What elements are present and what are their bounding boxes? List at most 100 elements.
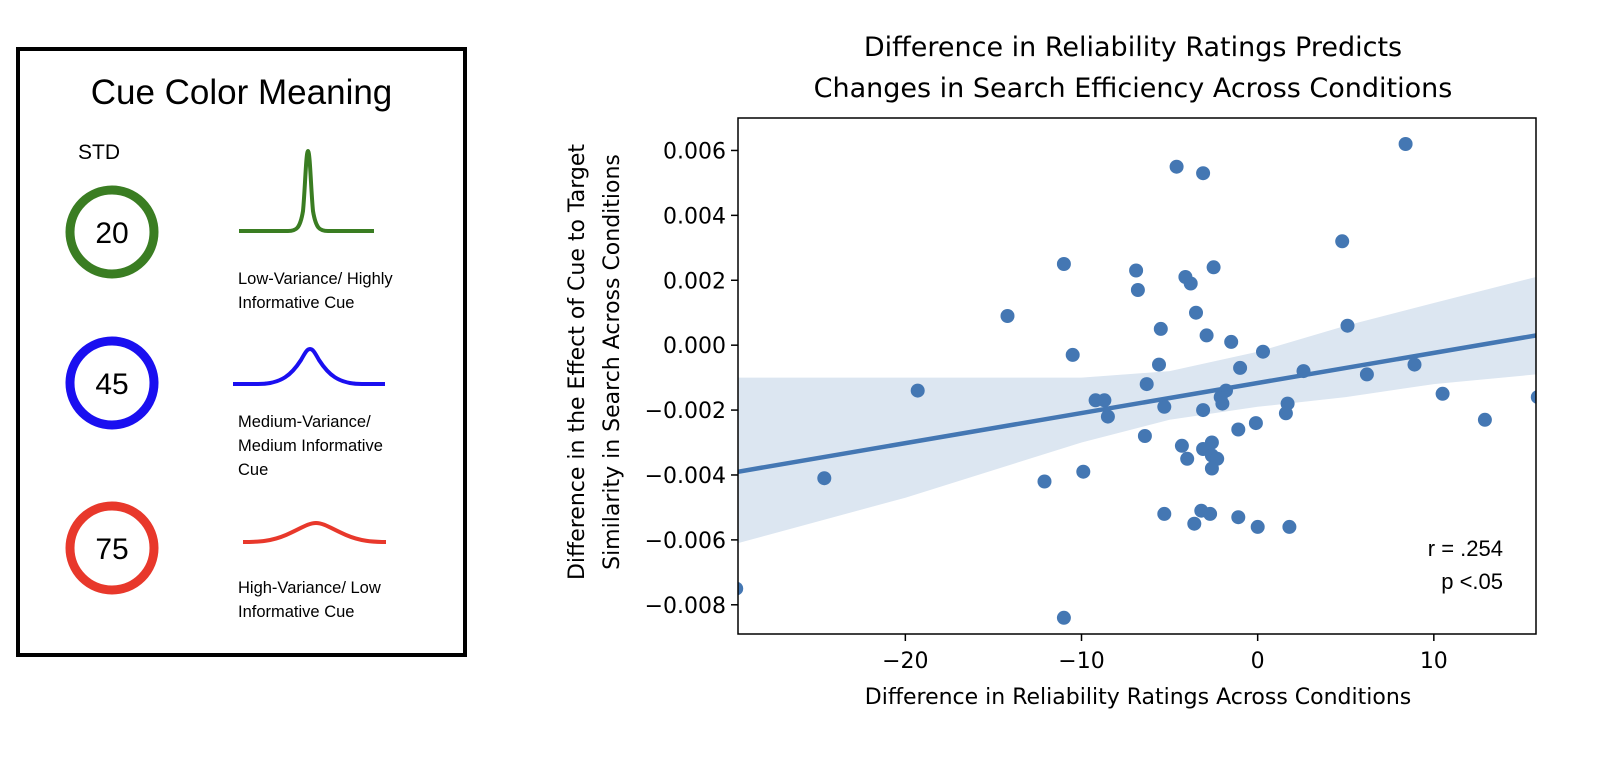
- x-axis-label: Difference in Reliability Ratings Across…: [865, 685, 1411, 710]
- scatter-point: [1206, 260, 1221, 275]
- stats-annotation-r: r = .254: [1428, 536, 1503, 561]
- y-tick-label: −0.006: [645, 529, 726, 554]
- scatter-point: [1097, 393, 1112, 408]
- scatter-point: [1224, 334, 1239, 349]
- scatter-point: [1130, 283, 1145, 297]
- y-tick-label: 0.006: [663, 139, 726, 164]
- y-tick-label: 0.002: [663, 269, 726, 294]
- y-axis-label: Difference in the Effect of Cue to Targe…: [565, 144, 625, 580]
- cue-75-std-value: 75: [95, 533, 128, 566]
- medium-gaussian-curve-icon: [233, 346, 385, 386]
- cue-75-description: High-Variance/ Low Informative Cue: [238, 576, 438, 624]
- scatter-point: [1183, 276, 1198, 291]
- scatter-point: [1056, 257, 1071, 271]
- scatter-point: [1100, 409, 1115, 424]
- y-axis-label-line-2: Similarity in Search Across Conditions: [600, 154, 625, 570]
- scatter-point: [1196, 403, 1211, 418]
- cue-45-std-value: 45: [95, 368, 128, 401]
- scatter-point: [1233, 360, 1248, 375]
- y-tick-label: −0.008: [645, 594, 726, 619]
- y-tick-label: −0.002: [645, 399, 726, 424]
- chart-title-line-2: Changes in Search Efficiency Across Cond…: [814, 73, 1453, 104]
- y-axis-label-line-1: Difference in the Effect of Cue to Targe…: [565, 144, 590, 580]
- ring-circle-icon: [65, 501, 159, 595]
- x-axis: −20 −10 0 10: [882, 634, 1448, 674]
- cue-20-std-value: 20: [95, 217, 128, 250]
- scatter-point: [1169, 159, 1184, 174]
- scatter-point: [1250, 519, 1265, 534]
- scatter-point: [1189, 305, 1203, 320]
- x-tick-label: −10: [1058, 649, 1104, 674]
- cue-color-legend: Cue Color Meaning STD 20 45 75 Low-Varia…: [16, 47, 467, 657]
- scatter-point: [1530, 390, 1536, 404]
- cue-20-ring: 20: [65, 185, 159, 279]
- scatter-point: [1407, 357, 1422, 372]
- scatter-point: [1056, 610, 1071, 625]
- narrow-gaussian-curve-icon: [239, 148, 374, 233]
- plot-frame: [737, 117, 1537, 635]
- confidence-band: [738, 277, 1536, 544]
- y-tick-label: 0.000: [663, 334, 726, 359]
- cue-45-desc-line: Cue: [238, 461, 269, 479]
- cue-45-ring: 45: [65, 336, 159, 430]
- scatter-point: [1278, 406, 1293, 421]
- wide-gaussian-curve-icon: [242, 520, 387, 544]
- scatter-point: [1248, 416, 1263, 431]
- scatter-point: [1139, 377, 1154, 392]
- scatter-point: [1129, 263, 1144, 278]
- scatter-point: [1204, 461, 1219, 476]
- legend-title: Cue Color Meaning: [90, 73, 393, 112]
- cue-45-desc-line: Medium-Variance/: [238, 413, 371, 431]
- scatter-point: [1153, 321, 1168, 336]
- cue-45-description: Medium-Variance/ Medium Informative Cue: [238, 410, 438, 482]
- y-axis: 0.006 0.004 0.002 0.000 −0.002 −0.004 −0.006 −0…: [645, 139, 738, 619]
- scatter-point: [1359, 367, 1374, 382]
- cue-75-desc-line: Informative Cue: [238, 603, 355, 621]
- scatter-point: [1203, 506, 1218, 521]
- cue-20-desc-line: Low-Variance/ Highly: [238, 270, 393, 288]
- std-label: STD: [78, 141, 120, 164]
- y-tick-label: 0.004: [663, 204, 726, 229]
- scatter-point: [1231, 510, 1246, 525]
- regression-line: [738, 333, 1536, 474]
- scatter-point: [817, 471, 832, 486]
- scatter-point: [1180, 451, 1195, 466]
- cue-75-desc-line: High-Variance/ Low: [238, 579, 381, 597]
- scatter-point: [1215, 396, 1230, 411]
- cue-75-ring: 75: [65, 501, 159, 595]
- y-tick-label: −0.004: [645, 464, 726, 489]
- x-tick-label: 0: [1251, 649, 1265, 674]
- x-tick-label: −20: [882, 649, 928, 674]
- scatter-point: [1196, 166, 1211, 181]
- scatter-point: [1076, 464, 1091, 479]
- cue-45-desc-line: Medium Informative: [238, 437, 383, 455]
- scatter-point: [1282, 519, 1297, 534]
- scatter-point: [1065, 347, 1080, 362]
- scatter-point: [1435, 386, 1450, 401]
- scatter-point: [1335, 234, 1350, 249]
- scatter-point: [1157, 506, 1172, 521]
- scatter-point: [1187, 516, 1202, 531]
- scatter-point: [1477, 412, 1492, 427]
- ring-circle-icon: [65, 185, 159, 279]
- scatter-point: [1256, 344, 1270, 359]
- cue-20-description: Low-Variance/ Highly Informative Cue: [238, 267, 438, 315]
- chart-title-line-1: Difference in Reliability Ratings Predic…: [864, 32, 1402, 63]
- plot-content: [738, 137, 1536, 625]
- scatter-point: [1340, 318, 1355, 333]
- scatter-point: [1157, 399, 1172, 414]
- ring-circle-icon: [65, 336, 159, 430]
- scatter-point: [1174, 438, 1189, 453]
- scatter-point: [1037, 474, 1052, 489]
- scatter-point: [1152, 357, 1166, 372]
- scatter-point: [1000, 309, 1015, 323]
- cue-20-desc-line: Informative Cue: [238, 294, 355, 312]
- x-tick-label: 10: [1420, 649, 1448, 674]
- scatter-point: [1137, 429, 1152, 443]
- scatter-point: [738, 581, 744, 596]
- scatter-point: [1199, 328, 1214, 343]
- scatter-point: [910, 383, 925, 398]
- legend-graphics: 20 45 75: [65, 148, 387, 595]
- scatter-point: [1398, 137, 1413, 151]
